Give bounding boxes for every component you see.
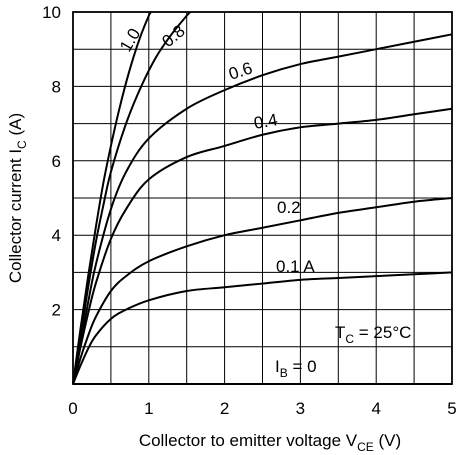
- x-tick-label: 5: [447, 399, 456, 418]
- curve-ib-0-8: [72, 11, 192, 385]
- y-tick-label: 10: [42, 3, 61, 22]
- curve-label: 0.1 A: [276, 257, 315, 276]
- x-axis-title: Collector to emitter voltage VCE (V): [139, 431, 401, 454]
- y-axis-title: Collector current IC (A): [6, 113, 29, 283]
- x-tick-label: 0: [68, 399, 77, 418]
- base-current-zero-annotation: IB = 0: [275, 357, 317, 380]
- x-tick-label: 2: [220, 399, 229, 418]
- curve-ib-0-1-a: [72, 271, 453, 385]
- curve-ib-0-2: [72, 197, 453, 385]
- grid: [73, 12, 452, 384]
- curve-label: 1.0: [116, 25, 144, 55]
- y-tick-labels: 2 4 6 8 10: [42, 3, 61, 320]
- curve-label: 0.4: [252, 110, 279, 133]
- y-tick-label: 4: [52, 226, 61, 245]
- x-tick-label: 1: [144, 399, 153, 418]
- curve-ib-0-6: [72, 33, 453, 385]
- y-tick-label: 8: [52, 77, 61, 96]
- x-tick-label: 3: [296, 399, 305, 418]
- curve-ib-0-4: [72, 107, 453, 385]
- y-tick-label: 2: [52, 301, 61, 320]
- x-tick-label: 4: [371, 399, 380, 418]
- plot-frame: [72, 11, 453, 385]
- curve-label: 0.2: [277, 198, 301, 217]
- curve-ib-1-0: [72, 11, 152, 385]
- temperature-annotation: TC = 25°C: [335, 323, 411, 346]
- x-tick-labels: 0 1 2 3 4 5: [68, 399, 456, 418]
- y-tick-label: 6: [52, 152, 61, 171]
